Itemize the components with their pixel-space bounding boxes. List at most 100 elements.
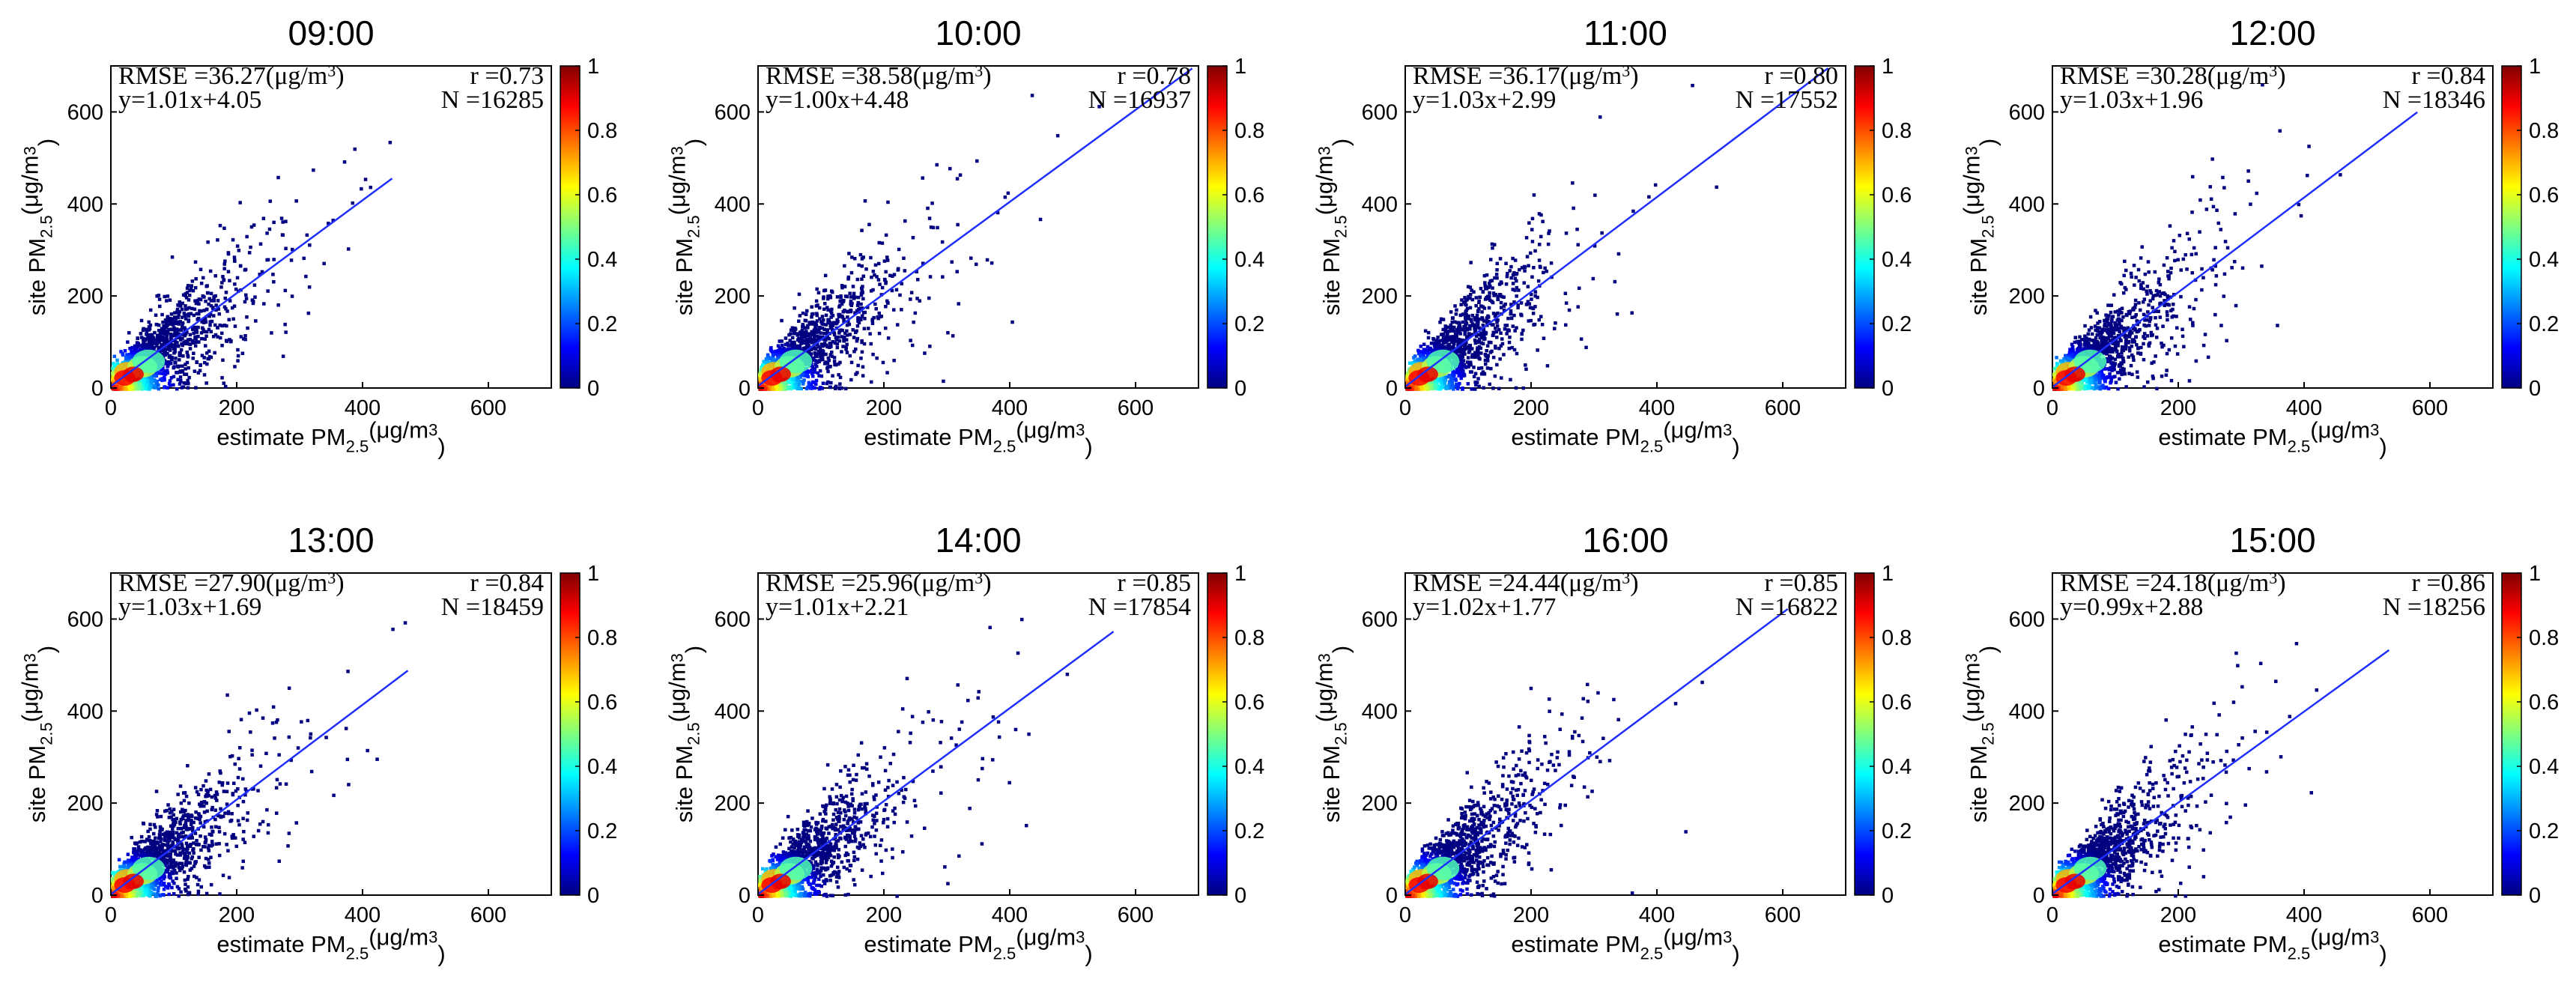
data-point bbox=[820, 315, 825, 318]
data-point bbox=[884, 280, 888, 285]
data-point bbox=[172, 333, 176, 336]
data-point bbox=[796, 344, 801, 348]
data-point bbox=[213, 323, 217, 327]
data-point bbox=[853, 311, 857, 315]
data-point bbox=[1464, 313, 1468, 317]
data-point bbox=[821, 357, 825, 362]
data-point bbox=[832, 360, 837, 363]
data-point bbox=[1553, 327, 1557, 330]
data-point bbox=[1463, 296, 1467, 300]
data-point bbox=[153, 330, 157, 335]
data-point bbox=[842, 339, 846, 343]
data-point bbox=[837, 373, 840, 377]
data-point bbox=[1488, 282, 1491, 285]
data-point bbox=[900, 308, 903, 312]
data-point bbox=[141, 384, 145, 389]
data-point bbox=[800, 331, 804, 335]
data-point bbox=[145, 330, 149, 334]
data-point bbox=[775, 357, 779, 362]
data-point bbox=[156, 333, 160, 337]
data-point bbox=[866, 306, 870, 309]
data-point bbox=[249, 245, 252, 249]
data-point bbox=[224, 307, 228, 311]
data-point bbox=[858, 252, 863, 257]
data-point bbox=[861, 365, 865, 369]
data-point bbox=[170, 255, 175, 259]
data-point bbox=[210, 306, 215, 309]
data-point bbox=[1489, 341, 1493, 345]
data-point bbox=[819, 320, 823, 324]
data-point bbox=[898, 293, 902, 297]
data-point bbox=[821, 343, 825, 347]
data-point bbox=[113, 363, 117, 368]
data-point bbox=[262, 302, 266, 306]
data-point bbox=[177, 322, 181, 326]
data-point bbox=[209, 330, 213, 333]
data-point bbox=[130, 353, 133, 357]
data-point bbox=[1455, 371, 1460, 375]
data-point bbox=[823, 288, 828, 292]
data-point bbox=[201, 327, 205, 332]
data-point bbox=[1470, 288, 1473, 292]
data-point bbox=[1499, 300, 1503, 305]
data-point bbox=[1478, 295, 1482, 299]
data-point bbox=[855, 277, 860, 282]
data-point bbox=[202, 330, 207, 333]
x-tick-label: 400 bbox=[992, 396, 1028, 420]
data-point bbox=[900, 282, 903, 285]
data-point bbox=[127, 355, 131, 359]
data-point bbox=[149, 308, 153, 312]
data-point bbox=[885, 371, 889, 375]
data-point bbox=[846, 275, 851, 279]
data-point bbox=[185, 351, 189, 354]
data-point bbox=[787, 387, 791, 390]
data-point bbox=[140, 387, 145, 391]
data-point bbox=[206, 240, 210, 244]
data-point bbox=[840, 314, 844, 318]
data-point bbox=[239, 335, 243, 339]
data-point bbox=[236, 359, 240, 363]
data-point bbox=[847, 322, 852, 327]
data-point bbox=[171, 318, 175, 322]
data-point bbox=[828, 345, 831, 349]
data-point bbox=[826, 297, 830, 301]
data-point bbox=[1455, 308, 1458, 312]
data-point bbox=[1440, 333, 1443, 336]
data-point bbox=[185, 307, 190, 311]
data-point bbox=[163, 378, 166, 382]
data-point bbox=[804, 312, 808, 316]
data-point bbox=[813, 327, 818, 331]
data-point bbox=[150, 380, 154, 384]
data-point bbox=[823, 273, 828, 278]
data-point bbox=[178, 302, 182, 306]
data-point bbox=[1477, 306, 1481, 311]
data-point bbox=[181, 333, 185, 336]
data-point bbox=[797, 382, 801, 386]
data-point bbox=[926, 206, 930, 210]
colorbar-tick-label: 0.6 bbox=[1234, 184, 1264, 207]
data-point bbox=[173, 328, 177, 332]
data-point bbox=[204, 330, 209, 334]
data-point bbox=[166, 338, 169, 342]
data-point bbox=[810, 365, 815, 369]
data-point bbox=[276, 175, 280, 180]
data-point bbox=[772, 353, 775, 357]
data-point bbox=[186, 378, 190, 383]
data-point bbox=[191, 357, 195, 360]
data-point bbox=[805, 342, 810, 347]
data-point bbox=[186, 386, 190, 390]
data-point bbox=[232, 255, 237, 259]
data-point bbox=[1479, 366, 1484, 370]
data-point bbox=[825, 361, 830, 366]
colorbar-tick-label: 0.8 bbox=[1234, 119, 1264, 143]
data-point bbox=[810, 385, 815, 389]
data-point bbox=[179, 380, 183, 384]
data-point bbox=[172, 320, 176, 324]
data-point bbox=[180, 315, 184, 319]
data-point bbox=[1030, 94, 1034, 97]
data-point bbox=[778, 346, 782, 350]
data-point bbox=[1498, 357, 1502, 361]
data-point bbox=[232, 304, 237, 308]
data-point bbox=[157, 329, 161, 333]
panel-title: 09:00 bbox=[288, 13, 374, 52]
